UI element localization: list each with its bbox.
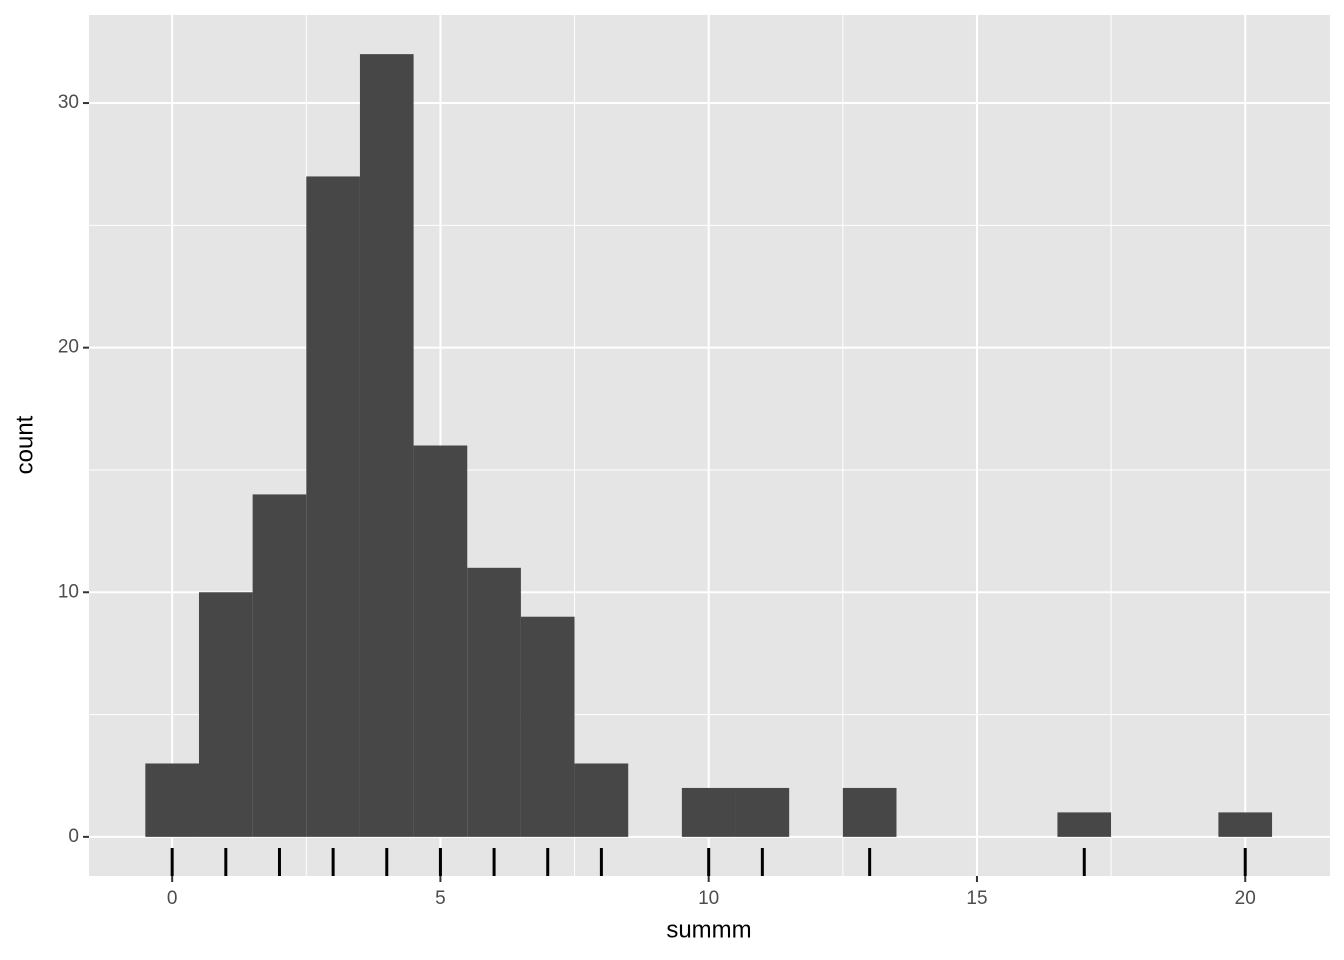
bar — [306, 176, 360, 837]
bar — [359, 54, 414, 837]
x-tick-label: 15 — [966, 888, 987, 909]
y-tick-label: 0 — [68, 826, 79, 847]
bar — [198, 592, 253, 837]
bar — [467, 567, 521, 837]
x-axis-title: summm — [666, 916, 751, 943]
bar — [1057, 812, 1112, 837]
bar — [681, 787, 736, 837]
x-tick-label: 5 — [435, 888, 446, 909]
bar — [252, 494, 307, 837]
y-tick-label: 30 — [58, 92, 79, 113]
y-axis-title: count — [11, 415, 38, 474]
y-tick-label: 10 — [58, 581, 79, 602]
x-tick-label: 20 — [1235, 888, 1256, 909]
y-tick-label: 20 — [58, 337, 79, 358]
bar — [842, 787, 897, 837]
bar — [520, 616, 575, 837]
bar — [1218, 812, 1273, 837]
x-tick-label: 10 — [698, 888, 719, 909]
bar — [413, 445, 468, 837]
bar — [145, 763, 199, 837]
bar — [574, 763, 629, 837]
bar — [735, 787, 790, 837]
x-tick-label: 0 — [167, 888, 178, 909]
